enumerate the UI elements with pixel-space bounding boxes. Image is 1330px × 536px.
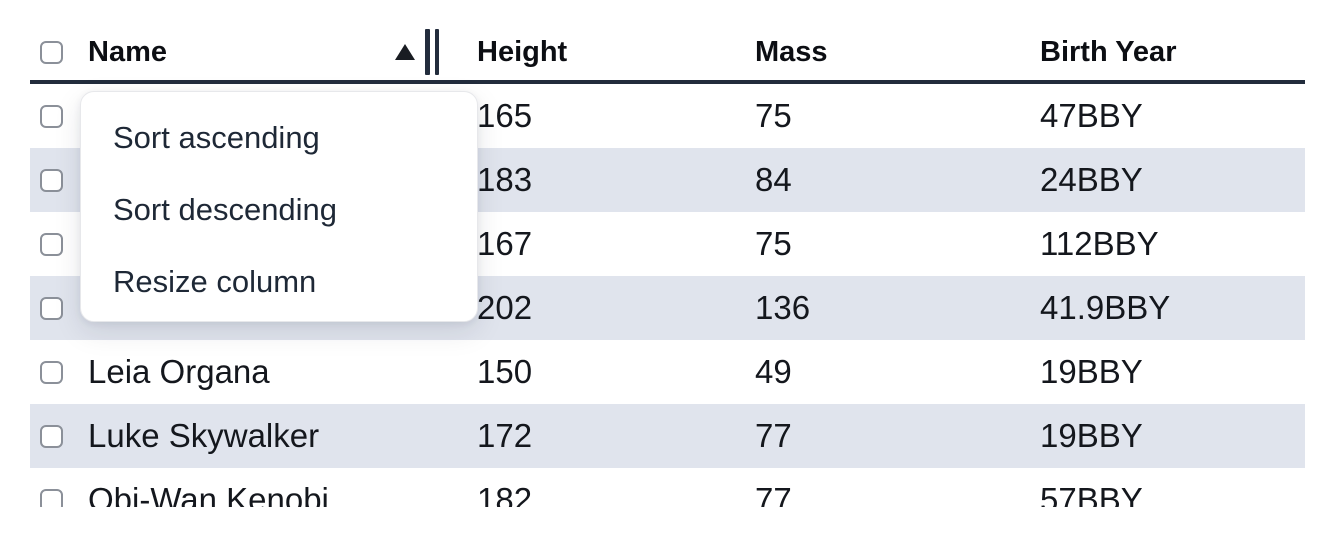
cell-birth-year: 47BBY	[1040, 97, 1143, 134]
row-checkbox[interactable]	[40, 488, 63, 507]
resize-bar-icon	[425, 29, 430, 75]
row-checkbox[interactable]	[40, 296, 63, 320]
table-row[interactable]: Leia Organa 150 49 19BBY	[30, 340, 1305, 404]
sort-ascending-icon	[395, 44, 415, 60]
cell-mass: 75	[755, 225, 792, 262]
row-checkbox[interactable]	[40, 168, 63, 192]
cell-height: 182	[477, 481, 533, 507]
cell-birth-year: 24BBY	[1040, 161, 1143, 198]
table-header-row: Name Height Mass Birth Year	[30, 20, 1305, 84]
header-checkbox-cell	[30, 40, 88, 64]
cell-name: Obi-Wan Kenobi	[88, 481, 329, 507]
column-header-name-label: Name	[88, 35, 167, 68]
cell-mass: 77	[755, 481, 792, 507]
table-viewport: Name Height Mass Birth Year 165 75 47BBY…	[30, 20, 1305, 507]
cell-birth-year: 57BBY	[1040, 481, 1143, 507]
row-checkbox[interactable]	[40, 360, 63, 384]
cell-mass: 84	[755, 161, 792, 198]
row-checkbox[interactable]	[40, 232, 63, 256]
column-resize-handle[interactable]	[425, 29, 439, 75]
row-checkbox[interactable]	[40, 104, 63, 128]
cell-height: 165	[477, 97, 533, 134]
column-header-height[interactable]: Height	[477, 35, 568, 68]
select-all-checkbox[interactable]	[40, 40, 63, 64]
cell-height: 172	[477, 417, 533, 454]
column-header-birth-year[interactable]: Birth Year	[1040, 35, 1177, 68]
menu-item-resize-column[interactable]: Resize column	[113, 264, 317, 299]
data-table: Name Height Mass Birth Year 165 75 47BBY…	[30, 20, 1305, 507]
column-header-name[interactable]: Name	[88, 20, 477, 84]
cell-height: 167	[477, 225, 533, 262]
cell-mass: 77	[755, 417, 792, 454]
cell-mass: 49	[755, 353, 792, 390]
column-context-menu: Sort ascending Sort descending Resize co…	[80, 91, 478, 322]
resize-bar-icon	[434, 29, 439, 75]
cell-name: Luke Skywalker	[88, 417, 320, 454]
menu-item-sort-ascending[interactable]: Sort ascending	[113, 120, 320, 155]
row-checkbox[interactable]	[40, 424, 63, 448]
table-row[interactable]: Obi-Wan Kenobi 182 77 57BBY	[30, 468, 1305, 507]
table-row[interactable]: Luke Skywalker 172 77 19BBY	[30, 404, 1305, 468]
cell-height: 183	[477, 161, 533, 198]
cell-birth-year: 19BBY	[1040, 417, 1143, 454]
cell-birth-year: 19BBY	[1040, 353, 1143, 390]
cell-mass: 75	[755, 97, 792, 134]
cell-height: 202	[477, 289, 533, 326]
menu-item-sort-descending[interactable]: Sort descending	[113, 192, 338, 227]
cell-height: 150	[477, 353, 533, 390]
cell-mass: 136	[755, 289, 811, 326]
column-header-mass[interactable]: Mass	[755, 35, 828, 68]
cell-birth-year: 112BBY	[1040, 225, 1159, 262]
cell-birth-year: 41.9BBY	[1040, 289, 1171, 326]
cell-name: Leia Organa	[88, 353, 270, 390]
